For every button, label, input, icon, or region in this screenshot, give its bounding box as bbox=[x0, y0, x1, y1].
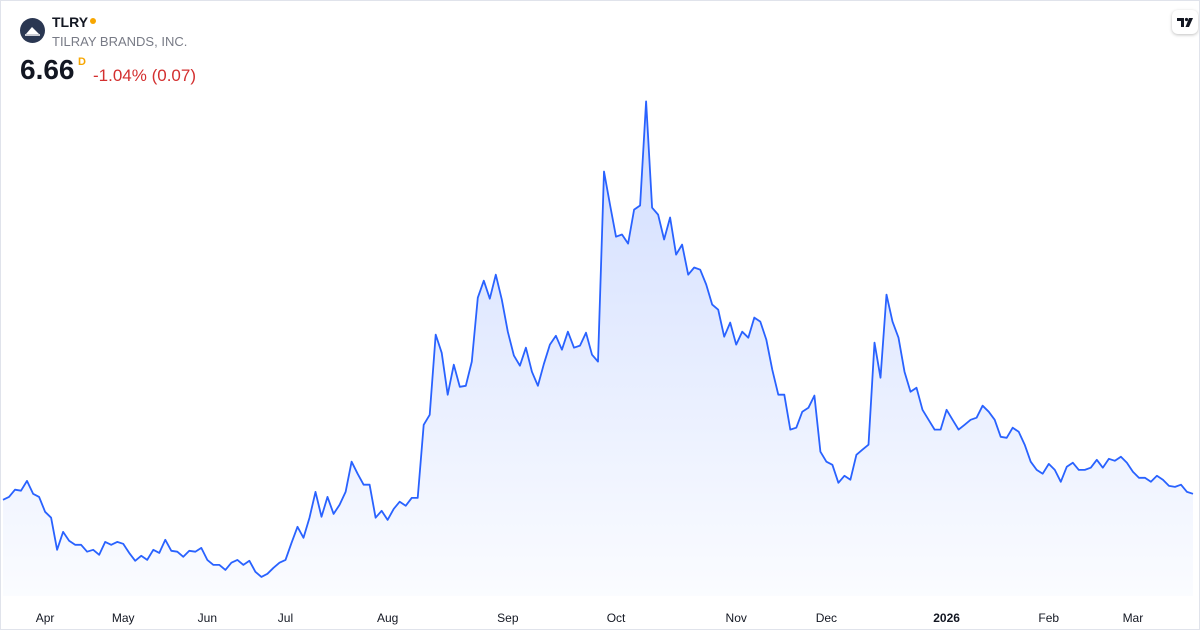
x-tick-label: Jun bbox=[198, 611, 217, 625]
price-change: -1.04% (0.07) bbox=[93, 66, 196, 85]
brand-icon bbox=[1177, 17, 1193, 27]
x-tick-label: Mar bbox=[1123, 611, 1144, 625]
price-line bbox=[2, 100, 1194, 578]
logo-icon bbox=[25, 27, 40, 36]
company-name: TILRAY BRANDS, INC. bbox=[52, 34, 188, 49]
x-tick-label: May bbox=[112, 611, 135, 625]
price: 6.66 bbox=[20, 54, 75, 85]
x-tick-label: Dec bbox=[816, 611, 837, 625]
company-logo bbox=[20, 18, 45, 43]
symbol: TLRY bbox=[52, 14, 89, 30]
x-tick-label: Jul bbox=[278, 611, 293, 625]
brand-logo[interactable] bbox=[1172, 10, 1198, 34]
x-tick-label: Apr bbox=[36, 611, 55, 625]
area-fill bbox=[3, 101, 1193, 597]
x-tick-label: 2026 bbox=[933, 611, 960, 625]
x-tick-label: Feb bbox=[1038, 611, 1059, 625]
x-tick-label: Sep bbox=[497, 611, 519, 625]
x-tick-label: Oct bbox=[607, 611, 626, 625]
interval: D bbox=[78, 56, 86, 68]
x-tick-label: Nov bbox=[726, 611, 747, 625]
status-dot bbox=[90, 18, 96, 24]
x-tick-label: Aug bbox=[377, 611, 398, 625]
